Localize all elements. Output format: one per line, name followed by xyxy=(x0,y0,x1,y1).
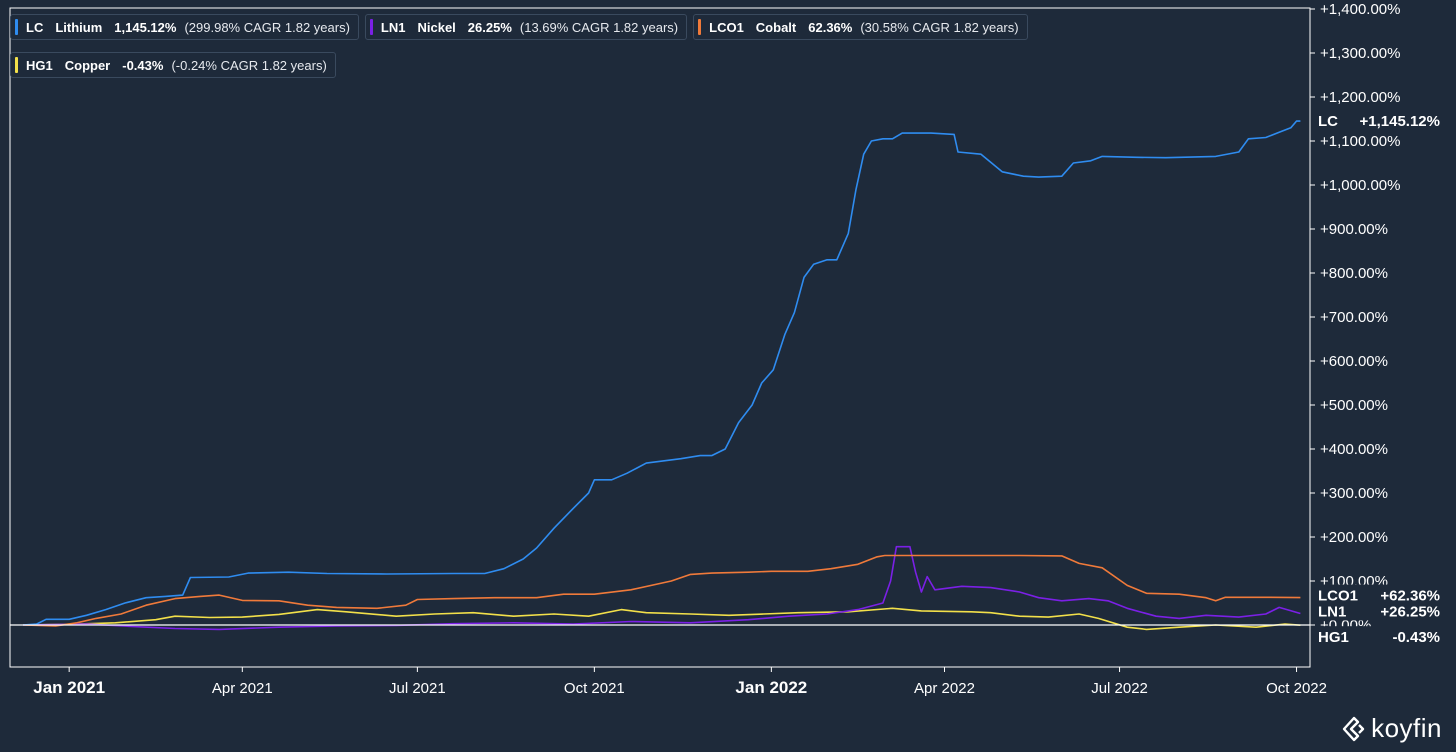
end-label-bg xyxy=(1312,584,1452,605)
y-tick-label: +1,400.00% xyxy=(1320,1,1401,18)
y-tick-label: +1,300.00% xyxy=(1320,45,1401,62)
end-label-value: +26.25% xyxy=(1380,603,1440,620)
legend-ticker: LCO1 xyxy=(709,19,744,35)
end-label-ticker: LN1 xyxy=(1318,603,1346,620)
legend-item-nickel[interactable]: LN1 Nickel 26.25% (13.69% CAGR 1.82 year… xyxy=(364,14,688,40)
plot-frame xyxy=(9,7,1311,668)
series-line-ln1 xyxy=(22,545,1301,631)
legend-item-copper[interactable]: HG1 Copper -0.43% (-0.24% CAGR 1.82 year… xyxy=(10,52,336,78)
y-tick-label: +800.00% xyxy=(1320,265,1388,282)
end-label-bg xyxy=(1312,626,1452,647)
x-tick-label: Oct 2021 xyxy=(564,680,625,697)
y-tick-label: +500.00% xyxy=(1320,397,1388,414)
legend-name: Cobalt xyxy=(755,19,797,35)
legend-name: Lithium xyxy=(55,19,103,35)
y-tick-label: +900.00% xyxy=(1320,221,1388,238)
y-tick-label: +600.00% xyxy=(1320,353,1388,370)
end-label-bg xyxy=(1312,110,1452,131)
end-label-value: +62.36% xyxy=(1380,588,1440,605)
series-line-hg1 xyxy=(22,607,1301,631)
legend-swatch-nickel xyxy=(369,19,373,35)
end-label-ticker: LC xyxy=(1318,113,1338,130)
legend-swatch-lithium xyxy=(15,19,18,35)
end-labels: LC +1,145.12% LCO1 +62.36% LN1 +26.25% HG1 -0.4… xyxy=(1312,110,1452,647)
legend-cagr: (-0.24% CAGR 1.82 years) xyxy=(171,57,327,73)
end-label-value: +1,145.12% xyxy=(1360,113,1441,130)
koyfin-logo: koyfin xyxy=(1341,713,1442,744)
x-tick-label: Jan 2021 xyxy=(33,678,105,697)
legend-return: 1,145.12% xyxy=(114,19,177,35)
y-tick-label: +1,000.00% xyxy=(1320,177,1401,194)
legend-return: -0.43% xyxy=(122,57,164,73)
legend-ticker: LC xyxy=(26,19,44,35)
legend-item-cobalt[interactable]: LCO1 Cobalt 62.36% (30.58% CAGR 1.82 yea… xyxy=(693,14,1028,40)
y-tick-label: +200.00% xyxy=(1320,529,1388,546)
y-tick-label: +1,200.00% xyxy=(1320,89,1401,106)
legend-item-lithium[interactable]: LC Lithium 1,145.12% (299.98% CAGR 1.82 … xyxy=(10,14,359,40)
legend-row-2: HG1 Copper -0.43% (-0.24% CAGR 1.82 year… xyxy=(10,52,336,78)
x-tick-label: Oct 2022 xyxy=(1266,680,1327,697)
x-tick-label: Apr 2022 xyxy=(914,680,975,697)
legend-return: 26.25% xyxy=(467,19,512,35)
end-label-ticker: HG1 xyxy=(1318,629,1349,646)
x-axis: Jan 2021 Apr 2021 Jul 2021 Oct 2021 Jan 2022… xyxy=(33,667,1327,697)
x-tick-label: Apr 2021 xyxy=(212,680,273,697)
end-label-value: -0.43% xyxy=(1392,629,1440,646)
legend-ticker: LN1 xyxy=(380,19,406,35)
legend-name: Copper xyxy=(64,57,111,73)
y-tick-label: +1,100.00% xyxy=(1320,133,1401,150)
y-tick-label: +700.00% xyxy=(1320,309,1388,326)
legend-return: 62.36% xyxy=(808,19,853,35)
y-tick-label: +300.00% xyxy=(1320,485,1388,502)
legend-swatch-cobalt xyxy=(698,19,702,35)
series-lines xyxy=(22,120,1301,631)
legend-cagr: (13.69% CAGR 1.82 years) xyxy=(519,19,679,35)
legend-name: Nickel xyxy=(417,19,456,35)
end-label-ticker: LCO1 xyxy=(1318,588,1358,605)
end-label-bg xyxy=(1312,600,1452,621)
series-line-lc xyxy=(22,120,1301,626)
x-tick-label: Jul 2021 xyxy=(389,680,446,697)
legend-row-1: LC Lithium 1,145.12% (299.98% CAGR 1.82 … xyxy=(10,14,1028,40)
legend-swatch-copper xyxy=(15,57,18,73)
koyfin-logo-icon xyxy=(1342,716,1365,741)
x-tick-label: Jan 2022 xyxy=(735,678,807,697)
y-tick-label: +400.00% xyxy=(1320,441,1388,458)
legend-cagr: (299.98% CAGR 1.82 years) xyxy=(184,19,350,35)
series-line-lco1 xyxy=(22,554,1301,627)
brand-text: koyfin xyxy=(1371,713,1442,743)
legend-cagr: (30.58% CAGR 1.82 years) xyxy=(860,19,1019,35)
legend-ticker: HG1 xyxy=(26,57,53,73)
x-tick-label: Jul 2022 xyxy=(1091,680,1148,697)
y-axis: +0.00%+100.00%+200.00%+300.00%+400.00%+5… xyxy=(1310,1,1401,634)
